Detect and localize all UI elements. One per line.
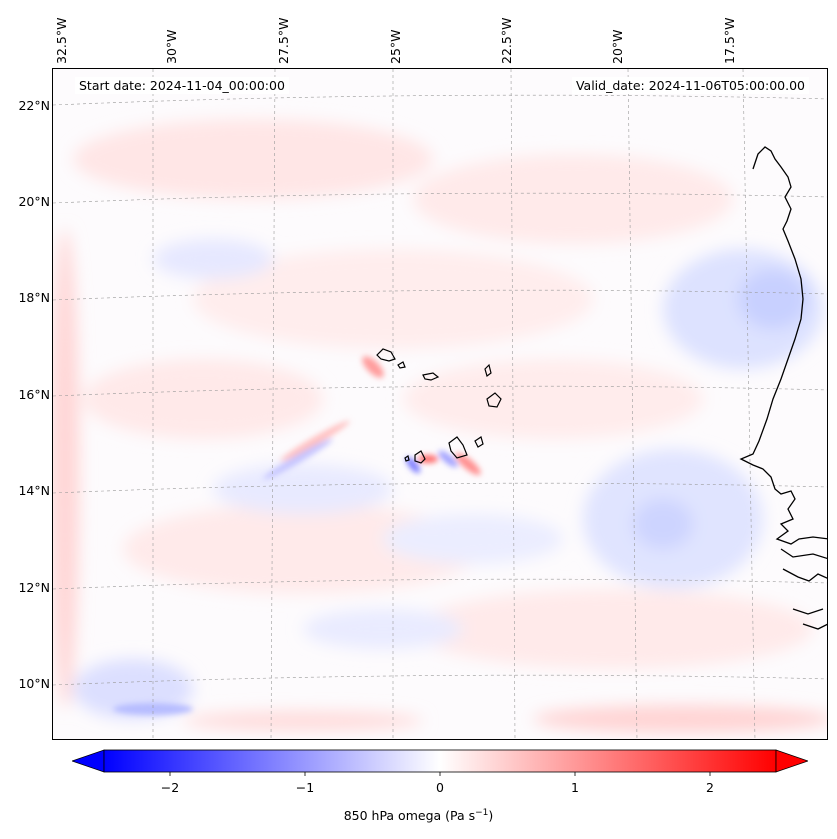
lon-label-17-5w: 17.5°W: [722, 17, 737, 64]
colorbar: [72, 749, 808, 776]
colorbar-gradient: [103, 749, 777, 773]
start-date-label: Start date: 2024-11-04_00:00:00: [75, 77, 289, 94]
lon-label-22-5w: 22.5°W: [499, 17, 514, 64]
valid-date-label: Valid_date: 2024-11-06T05:00:00.00: [571, 77, 809, 94]
colorbar-label-main: 850 hPa omega (Pa s: [343, 808, 476, 824]
colorbar-tick-1: 1: [571, 780, 579, 795]
lat-label-16n: 16°N: [18, 387, 50, 402]
lon-label-20w: 20°W: [610, 29, 625, 64]
omega-blobs: [53, 119, 827, 733]
coastline: [739, 146, 827, 630]
graticule: [53, 69, 827, 739]
colorbar-extend-high: [775, 749, 808, 773]
lat-label-14n: 14°N: [18, 483, 50, 498]
colorbar-label: 850 hPa omega (Pa s−1): [0, 808, 837, 823]
lat-label-20n: 20°N: [18, 194, 50, 209]
map-panel: [52, 68, 828, 740]
lon-label-27-5w: 27.5°W: [276, 17, 291, 64]
lat-label-18n: 18°N: [18, 290, 50, 305]
colorbar-extend-low: [72, 749, 105, 773]
cape-verde-islands: [376, 348, 502, 464]
colorbar-tick-neg1: −1: [295, 780, 315, 795]
lat-label-12n: 12°N: [18, 580, 50, 595]
colorbar-tick-neg2: −2: [160, 780, 180, 795]
lat-label-22n: 22°N: [18, 98, 50, 113]
colorbar-ticks: [169, 772, 711, 776]
lon-label-32-5w: 32.5°W: [54, 17, 69, 64]
colorbar-label-end: ): [488, 808, 494, 824]
omega-field: [53, 69, 827, 739]
colorbar-tick-0: 0: [436, 780, 444, 795]
lon-label-25w: 25°W: [388, 29, 403, 64]
lon-label-30w: 30°W: [164, 29, 179, 64]
lat-label-10n: 10°N: [18, 676, 50, 691]
colorbar-tick-2: 2: [706, 780, 714, 795]
colorbar-label-exponent: −1: [475, 808, 489, 818]
